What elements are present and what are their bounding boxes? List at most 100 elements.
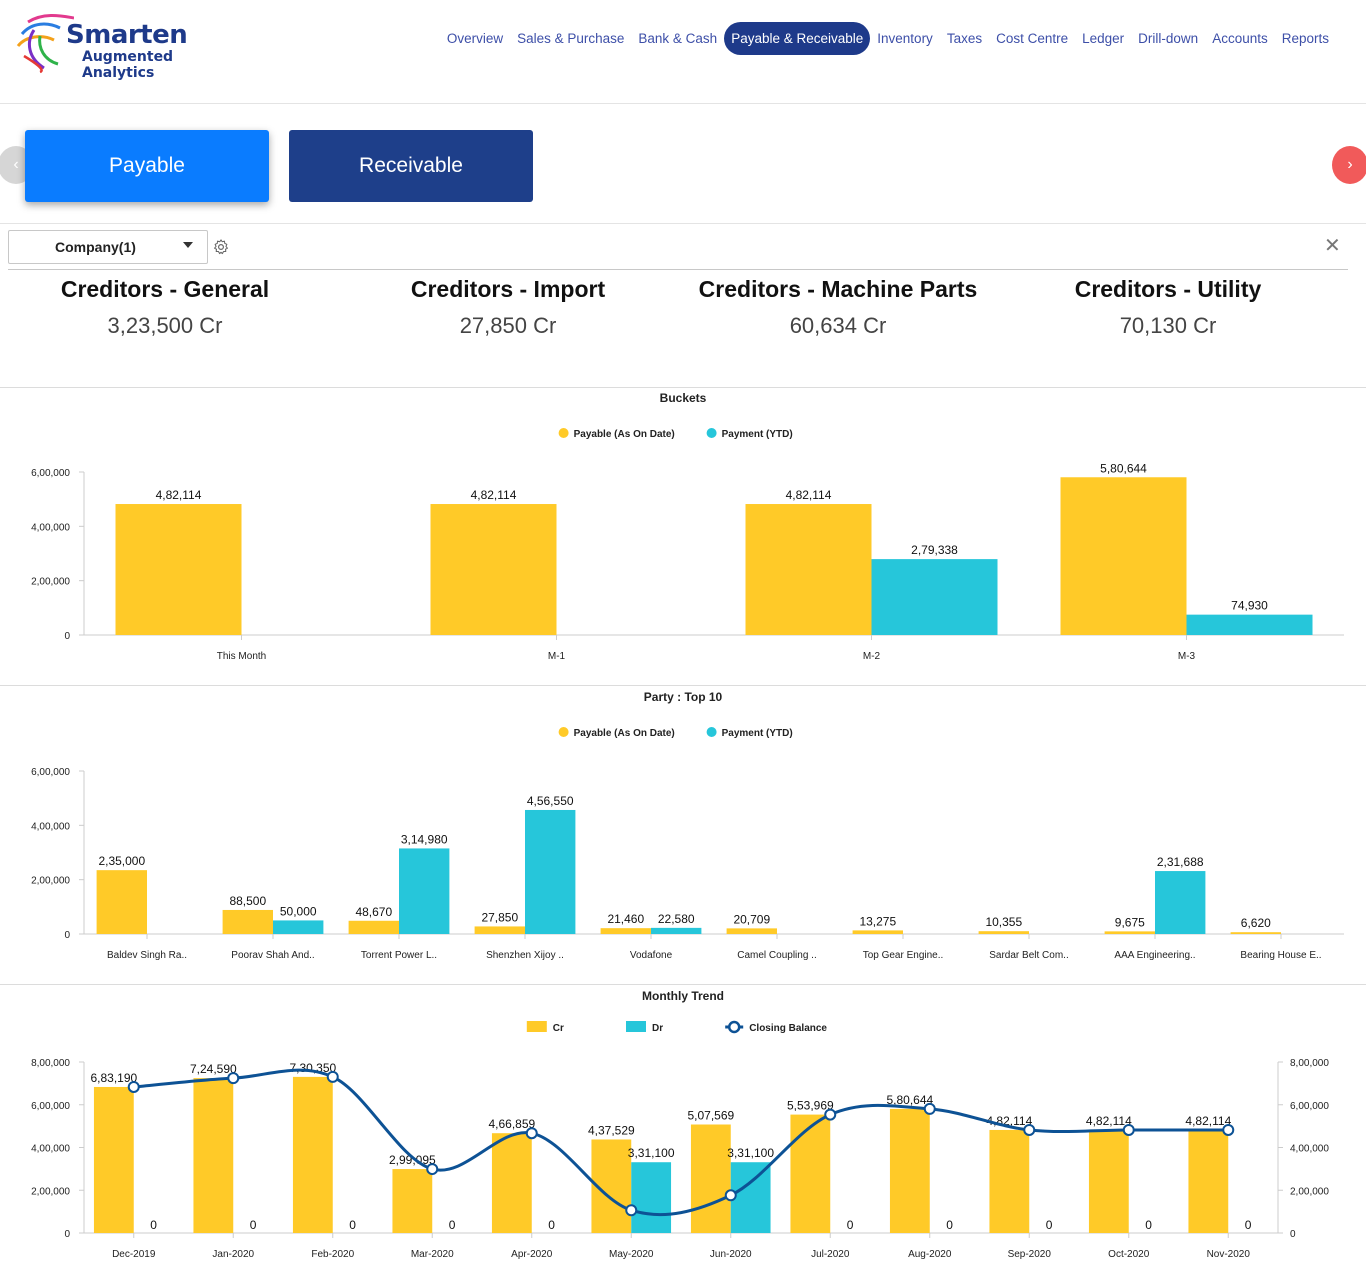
data-label: 2,99,095	[389, 1153, 436, 1167]
chart-title: Monthly Trend	[642, 989, 724, 1003]
bar-payable	[1230, 932, 1281, 934]
x-tick-label: Jan-2020	[212, 1249, 254, 1260]
next-tab-button[interactable]: ›	[1332, 146, 1366, 184]
data-label: 4,82,114	[1086, 1114, 1132, 1128]
closing-balance-point	[326, 1070, 339, 1083]
y-tick-label: 0	[64, 1229, 70, 1240]
company-select[interactable]: Company(1)	[8, 230, 208, 264]
bar-payable	[96, 870, 147, 934]
secondary-y-tick-label: 8,00,000	[1290, 1058, 1329, 1069]
nav-overview[interactable]: Overview	[446, 31, 504, 46]
buckets-chart-svg: Buckets Payable (As On Date) Payment (YTD)…	[31, 391, 1344, 662]
chevron-right-icon: ›	[1347, 156, 1353, 173]
data-label: 5,53,969	[787, 1099, 834, 1113]
nav-accounts[interactable]: Accounts	[1212, 31, 1268, 46]
x-tick-label: Aug-2020	[908, 1249, 952, 1260]
main-nav: Overview Sales & Purchase Bank & Cash Pa…	[440, 22, 1336, 55]
filter-divider	[8, 269, 1348, 270]
x-tick-label: AAA Engineering..	[1114, 950, 1195, 961]
nav-taxes[interactable]: Taxes	[946, 31, 983, 46]
kpi-creditors-utility[interactable]: Creditors - Utility 70,130 Cr	[1043, 276, 1293, 339]
x-tick-label: Nov-2020	[1207, 1249, 1251, 1260]
kpi-value: 27,850 Cr	[459, 313, 557, 338]
filter-bar: Company(1) ✕	[0, 225, 1366, 271]
kpi-title: Creditors - Import	[410, 276, 606, 302]
nav-inventory[interactable]: Inventory	[877, 31, 933, 46]
legend-swatch	[706, 428, 717, 438]
bar-payable	[430, 504, 557, 635]
closing-balance-point	[1023, 1123, 1036, 1136]
bar-payable	[348, 920, 399, 934]
bar-cr	[93, 1086, 134, 1233]
nav-payable-receivable[interactable]: Payable & Receivable	[724, 22, 871, 55]
legend-swatch	[626, 1021, 646, 1032]
logo-swirl-icon	[16, 14, 74, 74]
bar-cr	[1188, 1129, 1229, 1233]
bar-cr	[292, 1076, 333, 1233]
data-label: 6,83,190	[90, 1071, 137, 1085]
bar-payable	[600, 928, 651, 934]
data-label: 20,709	[733, 912, 770, 926]
nav-reports[interactable]: Reports	[1281, 31, 1329, 46]
bar-payable	[115, 504, 242, 635]
nav-sales-purchase[interactable]: Sales & Purchase	[517, 31, 625, 46]
kpi-creditors-import[interactable]: Creditors - Import 27,850 Cr	[383, 276, 633, 339]
bar-payable	[474, 926, 525, 934]
nav-drill-down[interactable]: Drill-down	[1138, 31, 1199, 46]
party-chart-svg: Party : Top 10 Payable (As On Date) Paymen…	[31, 690, 1344, 961]
legend-label: Cr	[553, 1023, 564, 1034]
nav-cost-centre[interactable]: Cost Centre	[996, 31, 1069, 46]
bar-cr	[491, 1133, 532, 1233]
data-label: 7,24,590	[190, 1062, 237, 1076]
bar-payable	[726, 928, 777, 934]
x-tick-label: May-2020	[609, 1249, 654, 1260]
x-tick-label: Top Gear Engine..	[863, 950, 944, 961]
bar-cr	[193, 1078, 234, 1233]
x-tick-label: Bearing House E..	[1240, 950, 1321, 961]
data-label: 0	[449, 1218, 456, 1232]
y-tick-label: 2,00,000	[31, 577, 70, 588]
legend-swatch	[558, 727, 569, 737]
data-label: 4,82,114	[156, 488, 202, 502]
x-tick-label: Jul-2020	[811, 1249, 850, 1260]
closing-balance-point	[127, 1080, 140, 1093]
nav-ledger[interactable]: Ledger	[1082, 31, 1125, 46]
data-label: 0	[150, 1218, 157, 1232]
bar-cr	[889, 1108, 930, 1233]
gear-icon[interactable]	[212, 238, 230, 256]
legend-label: Closing Balance	[749, 1023, 827, 1034]
kpi-value: 60,634 Cr	[789, 313, 887, 338]
legend-label: Payment (YTD)	[722, 429, 793, 440]
trend-chart-svg: Monthly Trend Cr Dr Closing Balance 0 0 2,00,0…	[31, 989, 1329, 1260]
close-icon[interactable]: ✕	[1324, 235, 1341, 257]
data-label: 0	[548, 1218, 555, 1232]
data-label: 4,82,114	[786, 488, 832, 502]
y-tick-label: 0	[64, 930, 70, 941]
tab-payable[interactable]: Payable	[25, 130, 269, 202]
data-label: 22,580	[658, 912, 695, 926]
data-label: 3,31,100	[727, 1146, 774, 1160]
secondary-y-tick-label: 2,00,000	[1290, 1186, 1329, 1197]
data-label: 2,79,338	[911, 543, 958, 557]
top-bar: Smarten Augmented Analytics Overview Sal…	[0, 0, 1366, 104]
bar-cr	[790, 1114, 831, 1233]
nav-bank-cash[interactable]: Bank & Cash	[638, 31, 718, 46]
x-tick-label: Vodafone	[630, 950, 673, 961]
bar-payable	[978, 931, 1029, 934]
data-label: 10,355	[985, 915, 1022, 929]
kpi-creditors-machine-parts[interactable]: Creditors - Machine Parts 60,634 Cr	[683, 276, 993, 339]
kpi-creditors-general[interactable]: Creditors - General 3,23,500 Cr	[40, 276, 290, 339]
closing-balance-point	[1122, 1123, 1135, 1136]
x-tick-label: This Month	[217, 651, 266, 662]
y-tick-label: 0	[64, 631, 70, 642]
x-tick-label: M-2	[863, 651, 881, 662]
closing-balance-point	[1222, 1123, 1235, 1136]
tab-receivable[interactable]: Receivable	[289, 130, 533, 202]
y-tick-label: 4,00,000	[31, 1144, 70, 1155]
data-label: 2,35,000	[98, 854, 145, 868]
kpi-title: Creditors - General	[60, 276, 270, 302]
x-tick-label: Sardar Belt Com..	[989, 950, 1068, 961]
data-label: 5,07,569	[687, 1109, 734, 1123]
x-tick-label: Jun-2020	[710, 1249, 752, 1260]
brand-logo[interactable]: Smarten Augmented Analytics	[14, 12, 244, 81]
